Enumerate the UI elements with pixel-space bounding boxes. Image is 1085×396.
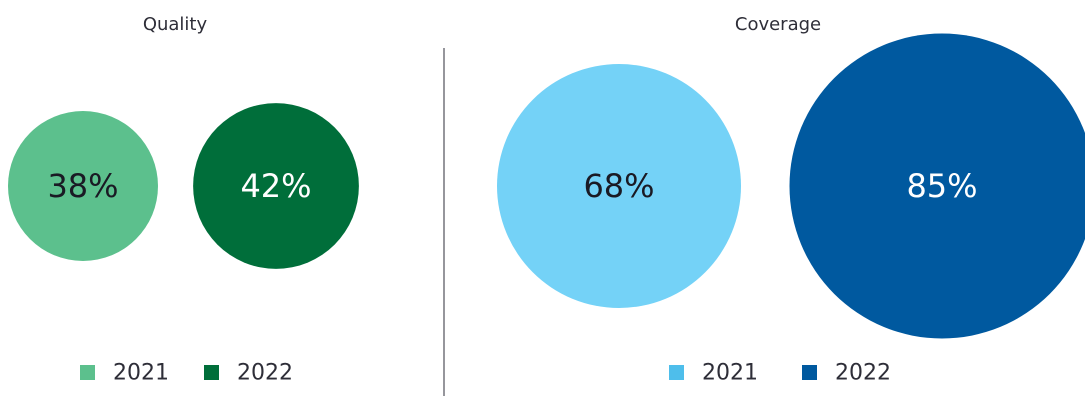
bubble-value-label: 38% bbox=[47, 167, 118, 205]
bubble-value-label: 68% bbox=[583, 167, 654, 205]
bubble-value-label: 42% bbox=[240, 167, 311, 205]
legend-swatch-2021 bbox=[669, 365, 684, 380]
legend-label: 2022 bbox=[835, 361, 891, 386]
panel-quality: Quality 38% 42% 2021 2022 bbox=[8, 14, 359, 386]
bubble-2022 bbox=[193, 103, 359, 269]
legend-swatch-2021 bbox=[80, 365, 95, 380]
legend-label: 2022 bbox=[237, 361, 293, 386]
panel-coverage: Coverage 68% 85% 2021 2022 bbox=[497, 14, 1085, 386]
legend-label: 2021 bbox=[702, 361, 758, 386]
panel-title: Quality bbox=[143, 14, 208, 35]
bubble-value-label: 85% bbox=[906, 167, 977, 205]
bubble-2022 bbox=[789, 33, 1085, 339]
legend-swatch-2022 bbox=[802, 365, 817, 380]
legend-swatch-2022 bbox=[204, 365, 219, 380]
panel-title: Coverage bbox=[735, 14, 821, 35]
legend-label: 2021 bbox=[113, 361, 169, 386]
bubble-2021 bbox=[8, 111, 158, 261]
chart-panels: Quality 38% 42% 2021 2022 Coverage 68% 85% 2021 2… bbox=[8, 14, 1085, 386]
bubble-2021 bbox=[497, 64, 741, 308]
